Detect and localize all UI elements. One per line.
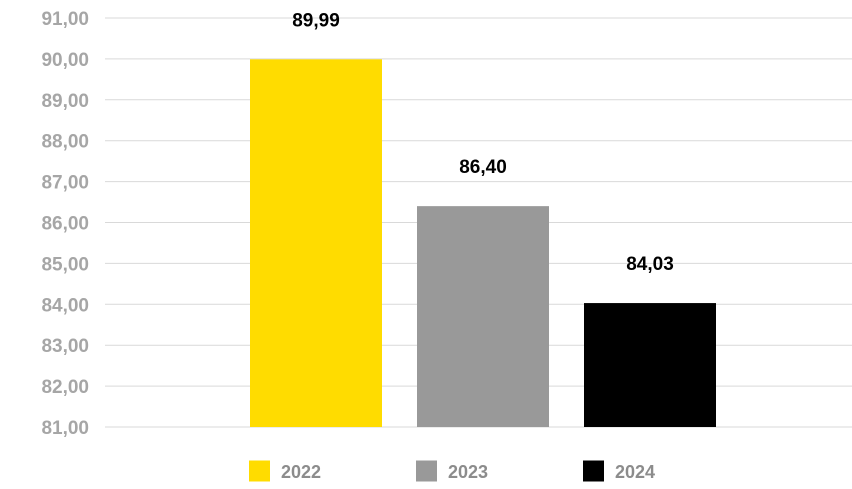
data-label-2023: 86,40 xyxy=(459,157,507,178)
y-tick-label: 86,00 xyxy=(41,214,89,235)
y-tick-label: 91,00 xyxy=(41,9,89,30)
y-tick-label: 88,00 xyxy=(41,132,89,153)
legend: 2022 2023 2024 xyxy=(249,460,655,482)
y-tick-label: 87,00 xyxy=(41,173,89,194)
bar-2022 xyxy=(250,59,382,428)
legend-label-2023: 2023 xyxy=(448,462,488,482)
legend-swatch-2022 xyxy=(249,460,270,482)
y-tick-label: 90,00 xyxy=(41,50,89,71)
y-tick-label: 84,00 xyxy=(41,295,89,316)
bar-2023 xyxy=(417,206,549,427)
legend-swatch-2024 xyxy=(583,460,604,482)
y-tick-label: 82,00 xyxy=(41,377,89,398)
legend-label-2024: 2024 xyxy=(615,462,655,482)
y-axis-tick-labels: 81,00 82,00 83,00 84,00 85,00 86,00 87,00 88,00… xyxy=(41,9,89,439)
y-tick-label: 89,00 xyxy=(41,91,89,112)
data-label-2022: 89,99 xyxy=(292,10,340,31)
data-label-2024: 84,03 xyxy=(626,254,674,275)
bar-2024 xyxy=(584,303,716,427)
y-tick-label: 83,00 xyxy=(41,336,89,357)
y-tick-label: 81,00 xyxy=(41,418,89,439)
y-tick-label: 85,00 xyxy=(41,254,89,275)
bars xyxy=(250,59,716,428)
legend-swatch-2023 xyxy=(416,460,437,482)
data-labels: 89,99 86,40 84,03 xyxy=(292,10,674,275)
legend-label-2022: 2022 xyxy=(281,462,321,482)
